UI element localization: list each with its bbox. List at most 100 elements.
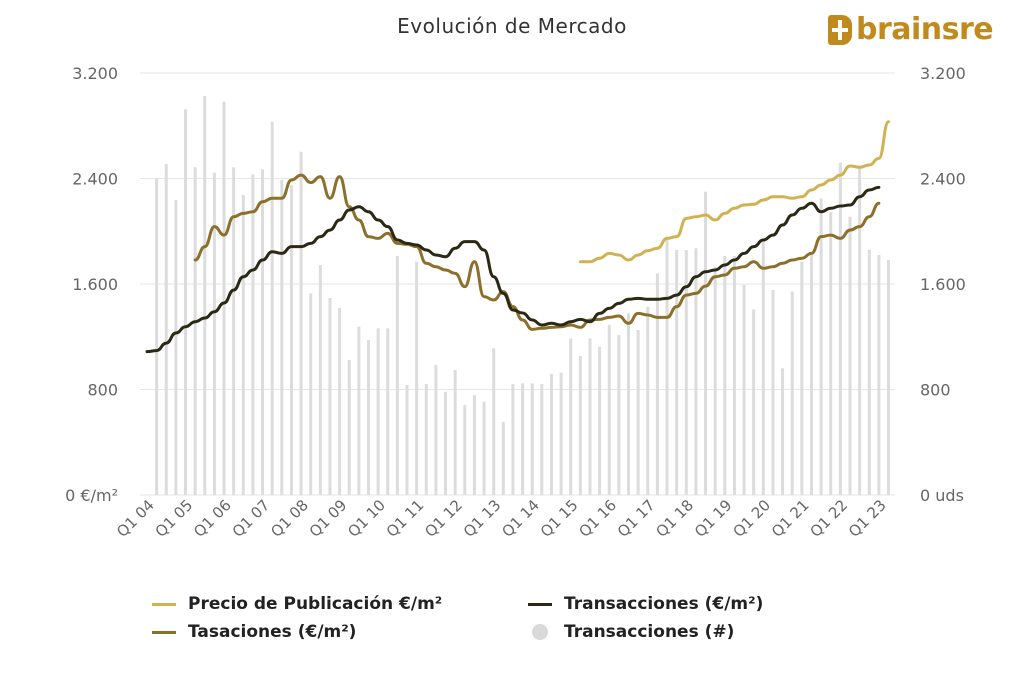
x-tick-label: Q1 07 [229,496,274,541]
legend-label: Precio de Publicación €/m² [188,594,443,614]
bar-transacciones-count [347,359,351,495]
y-tick-label-right: 2.400 [920,170,966,189]
bar-transacciones-count [203,96,207,495]
x-tick-label: Q1 12 [421,496,466,541]
bar-transacciones-count [829,211,833,496]
y-tick-label-left: 0 €/m² [65,486,118,505]
bar-transacciones-count [270,121,274,496]
x-tick-label: Q1 15 [537,496,582,541]
bar-transacciones-count [241,194,245,495]
bar-transacciones-count [627,313,630,495]
bar-transacciones-count [607,325,611,495]
x-tick-label: Q1 17 [614,496,659,541]
line-transacciones-eur [145,185,881,354]
bar-transacciones-count [280,179,284,495]
legend-item-transacciones-eur[interactable]: Transacciones (€/m²) [528,594,763,614]
legend-label: Transacciones (€/m²) [564,594,764,614]
line-tasaciones [193,173,881,331]
bar-transacciones-count [665,236,669,496]
legend-swatch [152,602,176,606]
bar-transacciones-count [819,198,823,495]
bar-transacciones-count [289,185,293,495]
bar-transacciones-count [655,273,659,495]
bar-transacciones-count [212,172,216,495]
x-tick-label: Q1 04 [113,496,158,541]
y-tick-label-right: 800 [920,381,951,400]
bar-transacciones-count [309,293,313,495]
legend-item-transacciones-count[interactable]: Transacciones (#) [528,622,734,642]
bar-transacciones-count [444,391,448,495]
bar-transacciones-count [578,356,582,495]
x-tick-label: Q1 20 [729,496,774,541]
bar-transacciones-count [318,265,322,495]
legend-swatch [528,602,552,606]
bar-transacciones-count [357,326,361,495]
brand-logo-icon [828,14,852,45]
y-tick-label-left: 2.400 [72,170,118,189]
bar-transacciones-count [598,346,602,495]
bar-transacciones-count [222,101,226,495]
x-tick-label: Q1 11 [383,496,428,541]
bar-transacciones-count [261,169,265,496]
bar-transacciones-count [617,335,621,495]
bar-transacciones-count [453,369,457,495]
bar-transacciones-count [251,174,255,495]
x-tick-label: Q1 09 [306,496,351,541]
bar-transacciones-count [684,249,688,495]
bar-transacciones-count [838,162,842,496]
bar-transacciones-count [569,338,573,495]
bar-transacciones-count [511,384,515,495]
bar-transacciones-count [732,256,736,495]
bar-transacciones-count [155,178,159,496]
bar-transacciones-count [800,261,804,495]
legend-swatch-circle [532,624,548,640]
bar-transacciones-count [232,167,236,495]
bar-transacciones-count [501,421,505,495]
bar-transacciones-count [521,383,525,495]
bar-transacciones-count [723,256,727,495]
y-tick-label-right: 1.600 [920,275,966,294]
x-tick-label: Q1 14 [498,496,543,541]
bar-transacciones-count [675,249,679,495]
bar-transacciones-count [867,249,871,495]
plot-area: 0 €/m² 0 uds 800 800 1.600 1.600 2.400 2.400 3.2… [65,64,966,541]
bar-transacciones-count [809,254,813,495]
legend-swatch [152,630,176,634]
bar-transacciones-count [482,401,486,495]
bar-transacciones-count [174,199,178,496]
bar-transacciones-count [299,151,303,495]
bar-transacciones-count [713,266,717,495]
bar-transacciones-count [376,328,380,495]
bar-transacciones-count [781,368,785,495]
bar-transacciones-count [164,163,168,495]
x-tick-label: Q1 10 [344,496,389,541]
line-precio-publicacion [578,120,891,264]
y-tick-label-left: 1.600 [72,275,118,294]
legend-item-precio-publicacion[interactable]: Precio de Publicación €/m² [152,594,442,614]
x-tick-label: Q1 22 [806,496,851,541]
bar-transacciones-count [193,167,197,495]
bar-transacciones-count [463,405,467,495]
bar-transacciones-count [540,384,544,495]
x-tick-label: Q1 06 [190,496,235,541]
bar-transacciones-count [386,328,390,495]
bar-transacciones-count [588,338,592,495]
bar-transacciones-count [887,259,891,495]
x-tick-label: Q1 05 [152,496,197,541]
bar-transacciones-count [434,364,438,495]
bar-transacciones-count [771,290,775,495]
x-tick-label: Q1 23 [845,496,890,541]
bar-transacciones-count [636,330,640,495]
bar-transacciones-count [752,309,756,495]
bar-transacciones-count [877,254,881,495]
bar-transacciones-count [559,372,563,495]
x-tick-label: Q1 18 [652,496,697,541]
bar-transacciones-count [694,248,698,495]
bar-transacciones-count [530,383,534,495]
bar-transacciones-count [366,340,370,495]
x-tick-label: Q1 19 [691,496,736,541]
legend-item-tasaciones[interactable]: Tasaciones (€/m²) [152,622,356,642]
y-tick-label-left: 3.200 [72,64,118,83]
bar-transacciones-count [742,285,746,495]
